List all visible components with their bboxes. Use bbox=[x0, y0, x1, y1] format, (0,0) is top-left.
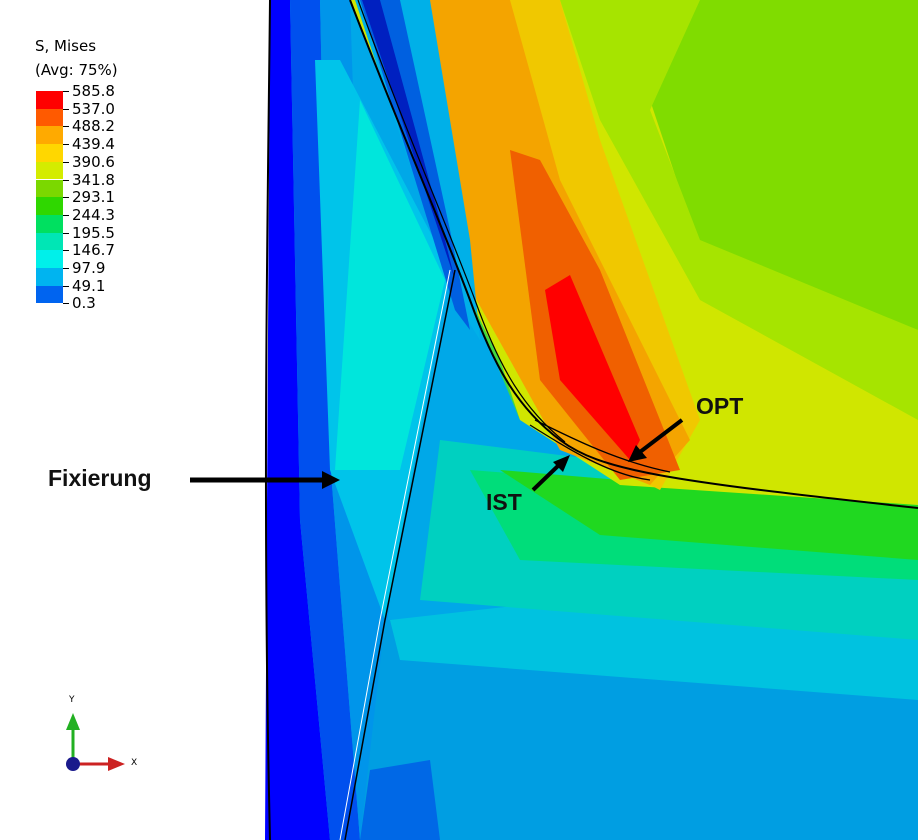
band-red bbox=[545, 275, 640, 460]
fixture-cyan bbox=[335, 100, 445, 470]
ist-contour bbox=[529, 424, 651, 481]
legend-swatch bbox=[36, 214, 63, 233]
legend-tick bbox=[63, 126, 69, 128]
upper-body-green2 bbox=[560, 0, 918, 420]
annotation-ist: IST bbox=[486, 489, 522, 515]
legend-label: 146.7 bbox=[72, 241, 115, 260]
legend-tick bbox=[63, 108, 69, 110]
legend-label: 0.3 bbox=[72, 294, 96, 313]
legend-tick bbox=[63, 232, 69, 234]
legend-swatch bbox=[36, 126, 63, 145]
outer-wall-blue2 bbox=[290, 0, 360, 840]
opt-contour bbox=[534, 419, 671, 473]
legend-title: S, Mises bbox=[35, 37, 97, 55]
legend-label: 585.8 bbox=[72, 82, 115, 100]
legend-swatch bbox=[36, 161, 63, 180]
legend-tick bbox=[63, 197, 69, 199]
band-dark-orange bbox=[510, 150, 680, 480]
coordinate-triad bbox=[66, 713, 125, 771]
lower-body-dark bbox=[360, 760, 440, 840]
annotation-fixierung: Fixierung bbox=[48, 465, 152, 491]
legend-label: 293.1 bbox=[72, 188, 115, 207]
legend-tick bbox=[63, 285, 69, 287]
legend-label: 341.8 bbox=[72, 170, 115, 189]
legend-swatch bbox=[36, 144, 63, 162]
fillet-line-outer bbox=[349, 0, 918, 509]
legend-subtitle: (Avg: 75%) bbox=[35, 61, 118, 79]
legend-label: 49.1 bbox=[72, 276, 106, 295]
triad-y-label: Y bbox=[69, 695, 75, 705]
legend-label: 537.0 bbox=[72, 99, 115, 118]
legend-swatch bbox=[36, 268, 63, 286]
legend-tick bbox=[63, 250, 69, 252]
fillet-line-inner bbox=[357, 0, 566, 443]
legend-swatch bbox=[36, 197, 63, 215]
legend-label: 390.6 bbox=[72, 152, 115, 171]
fixture-line-2 bbox=[339, 269, 451, 840]
legend-tick bbox=[63, 161, 69, 163]
lower-body-5 bbox=[500, 470, 918, 560]
opt-arrow bbox=[628, 418, 684, 462]
legend-tick bbox=[63, 214, 69, 216]
fixierung-arrow bbox=[190, 471, 340, 489]
legend-swatch bbox=[36, 232, 63, 251]
legend-swatch bbox=[36, 250, 63, 268]
legend-label: 439.4 bbox=[72, 135, 115, 154]
ist-arrow bbox=[531, 455, 570, 492]
legend-label: 97.9 bbox=[72, 259, 106, 277]
legend-label: 195.5 bbox=[72, 223, 115, 242]
fixture-line-1 bbox=[344, 269, 456, 840]
legend-tick bbox=[63, 91, 69, 92]
legend-swatch bbox=[36, 108, 63, 127]
legend-swatch bbox=[36, 179, 63, 198]
legend-label: 488.2 bbox=[72, 117, 115, 136]
outer-boundary bbox=[264, 0, 271, 840]
annotation-opt: OPT bbox=[696, 393, 744, 419]
legend-tick bbox=[63, 179, 69, 181]
inner-band-3 bbox=[362, 0, 455, 280]
legend-tick bbox=[63, 268, 69, 269]
legend-label: 244.3 bbox=[72, 205, 115, 224]
legend-tick bbox=[63, 303, 69, 305]
legend-tick bbox=[63, 144, 69, 146]
legend-swatch bbox=[36, 285, 63, 304]
legend-bar-border bbox=[36, 91, 63, 303]
outer-wall-blue bbox=[265, 0, 330, 840]
legend-swatch bbox=[36, 91, 63, 109]
triad-x-label: X bbox=[131, 758, 138, 768]
